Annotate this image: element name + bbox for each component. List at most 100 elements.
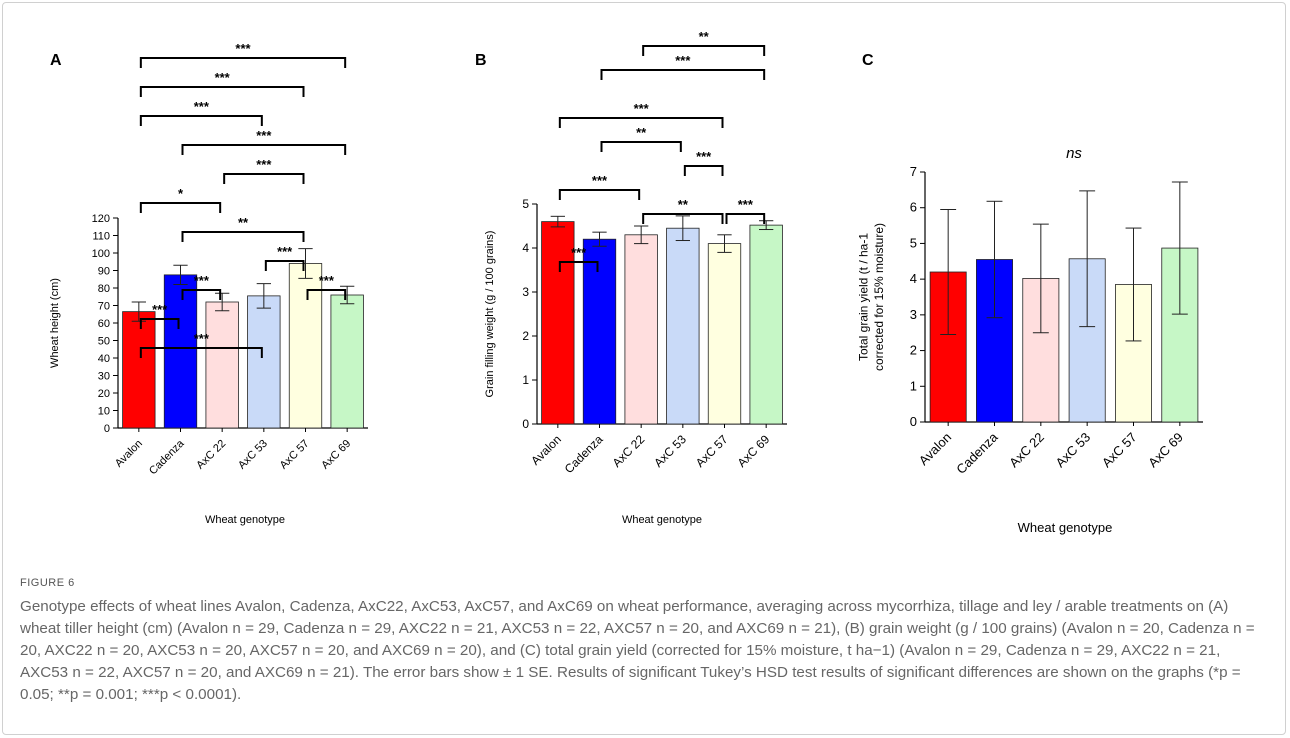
significance-bracket — [181, 289, 222, 300]
y-tick-label: 70 — [98, 301, 110, 313]
figure-label: FIGURE 6 — [20, 577, 75, 589]
y-tick-label: 90 — [98, 266, 110, 278]
bar — [330, 294, 364, 429]
y-tick-label: 0 — [522, 417, 529, 431]
significance-label: ** — [238, 215, 249, 230]
y-tick-label: 0 — [104, 423, 110, 435]
significance-bracket — [306, 289, 347, 300]
x-tick-label: AxC 53 — [1053, 430, 1094, 471]
x-tick-label: AxC 57 — [1099, 430, 1140, 471]
y-axis-label: Total grain yield (t / ha-1 corrected for… — [857, 223, 887, 371]
significance-bracket — [139, 347, 263, 358]
bar — [247, 295, 281, 429]
chart-panel-b: B 0 1 2 3 4 5 Grain filling weight (g / 100 gra… — [475, 29, 787, 526]
y-tick-label: 3 — [522, 285, 529, 299]
significance-bracket — [181, 231, 305, 242]
significance-bracket — [139, 57, 347, 68]
significance-label: *** — [277, 244, 293, 259]
significance-bracket — [642, 213, 724, 224]
bar — [666, 227, 700, 425]
significance-bracket — [558, 261, 599, 272]
bar — [205, 301, 239, 429]
y-tick-label: 2 — [522, 329, 529, 343]
significance-label: *** — [194, 331, 210, 346]
significance-label: ** — [699, 29, 710, 44]
y-tick-label: 1 — [910, 378, 917, 393]
significance-bracket — [642, 45, 766, 56]
panel-letter: A — [50, 52, 62, 69]
x-tick-label: Cadenza — [147, 437, 187, 477]
y-tick-label: 110 — [92, 231, 110, 243]
y-axis-label: Wheat height (cm) — [49, 278, 61, 368]
y-tick-label: 20 — [98, 388, 110, 400]
y-axis-label: Grain filling weight (g / 100 grains) — [484, 231, 496, 398]
significance-bracket — [139, 318, 180, 329]
bar — [624, 234, 658, 425]
significance-bracket — [558, 189, 641, 200]
significance-label: *** — [675, 53, 691, 68]
x-tick-label: AxC 22 — [610, 432, 648, 470]
x-tick-label: Avalon — [528, 432, 564, 468]
significance-label: *** — [215, 70, 231, 85]
y-tick-label: 10 — [98, 406, 110, 418]
y-tick-label: 30 — [98, 371, 110, 383]
x-axis-label: Wheat genotype — [205, 514, 285, 526]
y-tick-label: 6 — [910, 200, 917, 215]
significance-label: *** — [319, 273, 335, 288]
x-tick-label: AxC 69 — [735, 432, 773, 470]
y-tick-label: 5 — [522, 197, 529, 211]
bar — [707, 243, 742, 425]
significance-label: *** — [235, 41, 251, 56]
x-tick-label: Cadenza — [953, 429, 1001, 477]
panel-letter: B — [475, 52, 487, 69]
significance-label: *** — [696, 149, 712, 164]
significance-bracket — [264, 260, 305, 271]
y-tick-label: 40 — [98, 353, 110, 365]
significance-bracket — [181, 144, 347, 155]
panel-letter: C — [862, 52, 874, 69]
significance-label: * — [178, 186, 184, 201]
bar — [122, 311, 156, 429]
y-tick-label: 100 — [92, 248, 110, 260]
y-tick-label: 1 — [522, 373, 529, 387]
significance-label: *** — [256, 157, 272, 172]
significance-bracket — [600, 69, 766, 80]
significance-bracket — [139, 202, 222, 213]
significance-label: *** — [256, 128, 272, 143]
x-tick-label: AxC 57 — [693, 432, 731, 470]
bar — [582, 238, 617, 425]
bar — [288, 263, 323, 429]
x-tick-label: Avalon — [916, 430, 955, 469]
significance-label: *** — [592, 173, 608, 188]
significance-bracket — [725, 213, 766, 224]
x-tick-label: AxC 57 — [278, 438, 312, 472]
significance-label: ** — [636, 125, 647, 140]
y-tick-label: 4 — [522, 241, 529, 255]
figure-caption: Genotype effects of wheat lines Avalon, … — [20, 598, 1255, 703]
x-tick-label: Avalon — [113, 438, 145, 470]
y-tick-label: 120 — [92, 213, 110, 225]
x-axis-label: Wheat genotype — [1018, 520, 1113, 535]
bar — [541, 221, 575, 425]
x-tick-label: AxC 22 — [1006, 430, 1047, 471]
chart-panel-c: C 0 1 2 3 4 5 6 7 Total grain yield (t / ha-1 corr… — [857, 52, 1203, 535]
bar — [163, 274, 198, 429]
x-tick-label: AxC 22 — [194, 438, 228, 472]
significance-label: *** — [152, 302, 168, 317]
x-tick-label: Cadenza — [562, 432, 606, 476]
significance-bracket — [139, 115, 263, 126]
y-tick-label: 5 — [910, 235, 917, 250]
significance-bracket — [600, 141, 682, 152]
y-tick-label: 80 — [98, 283, 110, 295]
y-tick-label: 2 — [910, 343, 917, 358]
chart-panel-a: A 0 10 20 30 40 50 60 70 80 90 100 110 120 Wheat heigh… — [49, 41, 368, 526]
significance-label: *** — [634, 101, 650, 116]
significance-bracket — [223, 173, 305, 184]
significance-label: *** — [194, 273, 210, 288]
x-tick-label: AxC 53 — [651, 432, 689, 470]
significance-label: ** — [678, 197, 689, 212]
chart-title: ns — [1066, 145, 1082, 162]
y-tick-label: 4 — [910, 271, 917, 286]
